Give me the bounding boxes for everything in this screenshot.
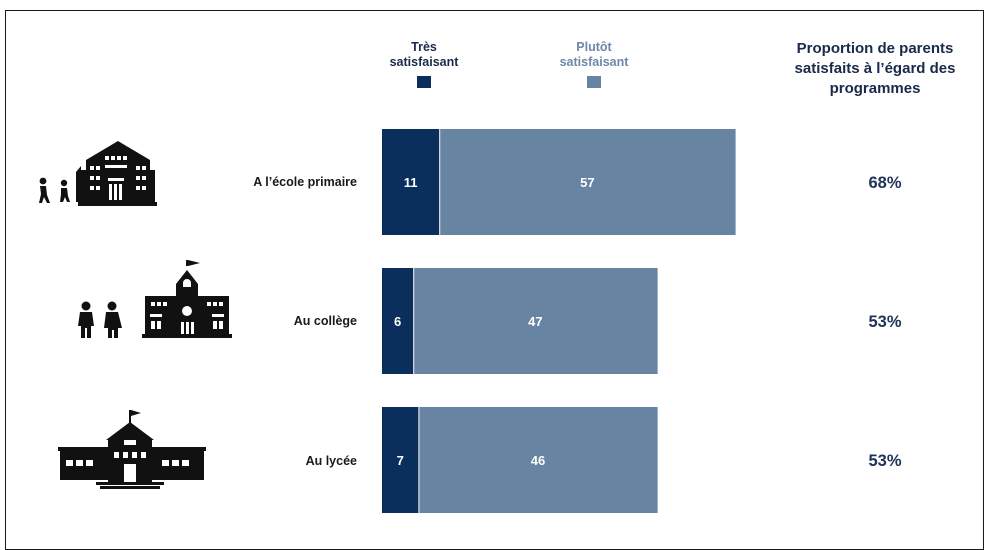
bar-label-very-satisfied: 6	[394, 314, 401, 329]
bar-fairly-satisfied	[419, 407, 658, 513]
middle-school-icon	[78, 260, 232, 338]
legend-fairly-satisfied-line1: Plutôt	[576, 40, 612, 54]
total-percent: 53%	[868, 313, 901, 331]
stacked-bar-chart: Très satisfaisant Plutôt satisfaisant Pr…	[39, 40, 956, 513]
bar-very-satisfied	[382, 268, 414, 374]
total-percent: 68%	[868, 174, 901, 192]
legend-swatch-very-satisfied	[417, 76, 431, 88]
bar-very-satisfied	[382, 407, 419, 513]
bar-fairly-satisfied	[414, 268, 658, 374]
category-label: A l’école primaire	[253, 175, 357, 189]
bar-very-satisfied	[382, 129, 440, 235]
legend-fairly-satisfied-line2: satisfaisant	[560, 55, 630, 69]
legend-very-satisfied-line2: satisfaisant	[390, 55, 460, 69]
category-label: Au lycée	[306, 454, 357, 468]
primary-school-icon	[39, 141, 157, 206]
column-header-line1: Proportion de parents	[797, 40, 954, 57]
bar-label-very-satisfied: 11	[404, 175, 418, 190]
legend-very-satisfied-line1: Très	[411, 40, 437, 54]
chart-row: Au collège 6 47 53%	[294, 268, 902, 374]
bar-label-fairly-satisfied: 46	[531, 453, 545, 468]
chart-row: Au lycée 7 46 53%	[306, 407, 902, 513]
total-percent: 53%	[868, 452, 901, 470]
column-header: Proportion de parents satisfaits à l’éga…	[795, 40, 956, 97]
bar-label-fairly-satisfied: 57	[580, 175, 594, 190]
column-header-line3: programmes	[830, 80, 921, 97]
category-label: Au collège	[294, 314, 357, 328]
legend: Très satisfaisant Plutôt satisfaisant	[390, 40, 630, 88]
column-header-line2: satisfaits à l’égard des	[795, 60, 956, 77]
bar-label-very-satisfied: 7	[397, 453, 404, 468]
high-school-icon	[58, 410, 206, 489]
bar-label-fairly-satisfied: 47	[528, 314, 542, 329]
bar-fairly-satisfied	[440, 129, 736, 235]
legend-swatch-fairly-satisfied	[587, 76, 601, 88]
chart-row: A l’école primaire 11 57 68%	[253, 129, 902, 235]
